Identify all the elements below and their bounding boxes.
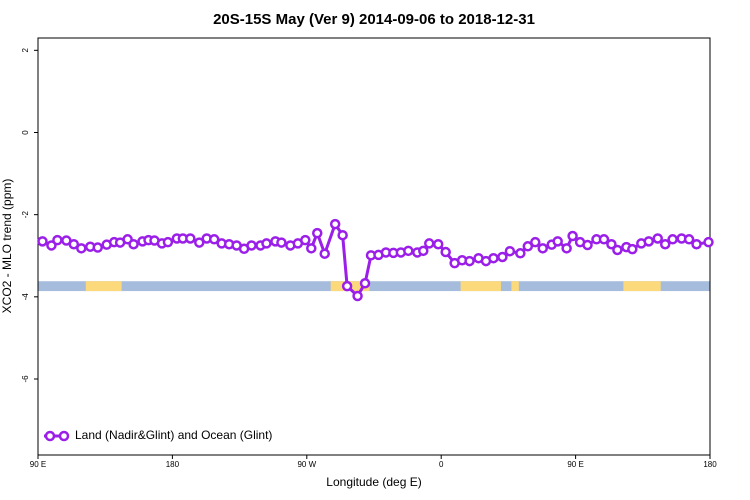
x-tick-label: 180 — [703, 460, 717, 469]
x-tick-label: 90 W — [297, 460, 316, 469]
point — [194, 237, 205, 248]
point — [424, 238, 435, 249]
point — [52, 234, 63, 246]
point — [703, 236, 714, 248]
point — [522, 241, 534, 252]
point — [319, 248, 330, 259]
point — [162, 236, 174, 248]
legend-marker — [44, 430, 56, 442]
point — [488, 252, 499, 264]
point — [76, 243, 87, 254]
land-span — [85, 281, 122, 292]
point — [261, 238, 272, 249]
point — [329, 218, 341, 230]
point — [37, 236, 48, 247]
x-tick-label: 90 E — [567, 460, 583, 469]
point — [312, 227, 323, 239]
point — [643, 236, 655, 247]
point — [403, 245, 414, 257]
point — [276, 237, 287, 248]
point — [530, 236, 541, 248]
point — [341, 280, 353, 292]
land-span — [460, 281, 501, 292]
point — [497, 251, 508, 263]
point — [92, 242, 103, 253]
point — [627, 243, 638, 255]
point — [552, 236, 563, 247]
point — [667, 234, 678, 245]
point — [306, 243, 317, 254]
point — [652, 233, 663, 244]
point — [659, 238, 671, 250]
point — [185, 233, 196, 244]
land-span — [623, 281, 661, 292]
x-tick-label: 0 — [439, 460, 444, 469]
point — [246, 240, 257, 251]
y-tick-label: 2 — [21, 48, 30, 53]
point — [606, 238, 617, 250]
legend-label: Land (Nadir&Glint) and Ocean (Glint) — [75, 428, 272, 442]
legend-marker — [58, 430, 70, 442]
point — [691, 238, 702, 250]
y-tick-label: -4 — [21, 293, 30, 301]
point — [359, 278, 371, 289]
point — [68, 238, 80, 250]
point — [504, 245, 516, 257]
point — [208, 234, 220, 245]
x-axis-label: Longitude (deg E) — [326, 475, 421, 489]
chart-title: 20S-15S May (Ver 9) 2014-09-06 to 2018-1… — [213, 11, 535, 28]
point — [567, 230, 578, 242]
point — [352, 290, 363, 302]
ocean-band — [38, 281, 710, 292]
point — [300, 234, 311, 246]
point — [582, 239, 593, 251]
point — [683, 234, 695, 245]
y-tick-label: 0 — [21, 130, 30, 135]
point — [128, 238, 139, 250]
x-tick-label: 90 E — [30, 460, 46, 469]
y-tick-label: -6 — [21, 375, 30, 383]
point — [537, 243, 548, 254]
point — [432, 238, 444, 250]
point — [561, 243, 572, 254]
point — [612, 244, 623, 256]
point — [464, 255, 475, 267]
land-span — [511, 281, 519, 292]
y-tick-label: -2 — [21, 211, 30, 219]
point — [418, 245, 429, 257]
y-axis-label: XCO2 - MLO trend (ppm) — [0, 179, 14, 314]
point — [337, 229, 348, 241]
point — [440, 246, 451, 258]
point — [515, 248, 526, 259]
x-tick-label: 180 — [166, 460, 180, 469]
point — [598, 234, 610, 245]
